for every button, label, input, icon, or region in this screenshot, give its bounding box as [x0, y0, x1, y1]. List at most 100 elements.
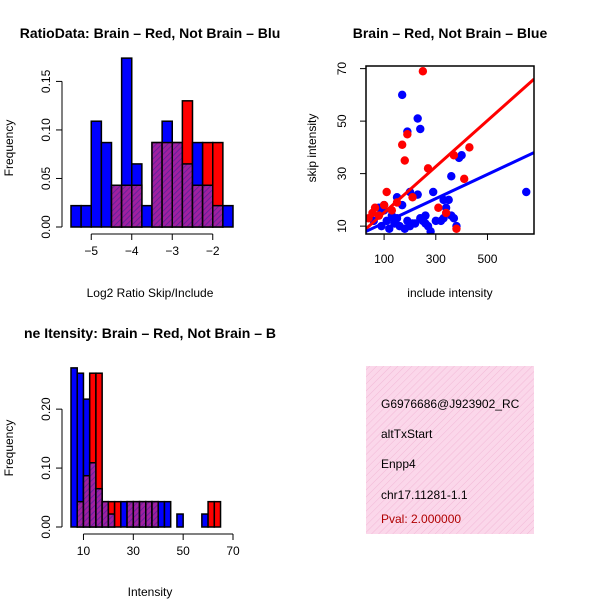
ratio-x-tick-label: −5 — [84, 244, 98, 258]
intensity-bar-overlap — [76, 500, 85, 528]
scatter-point-notbrain — [449, 214, 459, 223]
scatter-point-notbrain — [416, 124, 425, 134]
scatter-point-notbrain — [426, 227, 435, 234]
info-event-type: altTxStart — [381, 427, 433, 441]
intensity-title: ne Itensity: Brain – Red, Not Brain – B — [24, 325, 276, 341]
scatter-point-notbrain — [421, 219, 430, 228]
scatter-title: Brain – Red, Not Brain – Blue — [353, 25, 548, 41]
scatter-point-brain — [441, 208, 451, 218]
scatter-points — [366, 67, 534, 234]
intensity-bar-brain — [113, 500, 122, 528]
ratio-bar-overlap — [201, 184, 214, 228]
info-box-background — [366, 366, 534, 534]
intensity-bar-notbrain — [163, 500, 172, 528]
ratio-y-tick-label: 0.10 — [39, 118, 53, 142]
scatter-point-brain — [370, 203, 380, 212]
intensity-x-tick-label: 70 — [226, 544, 240, 558]
scatter-point-notbrain — [447, 172, 456, 181]
ratio-bar-overlap — [181, 163, 194, 228]
scatter-point-notbrain — [385, 224, 394, 233]
info-locus: chr17.11281-1.1 — [381, 488, 468, 502]
scatter-point-brain — [379, 200, 389, 210]
scatter-point-notbrain — [522, 187, 531, 197]
scatter-y-tick-label: 10 — [335, 219, 349, 233]
scatter-y-tick-label: 50 — [335, 114, 349, 128]
intensity-histogram: ne Itensity: Brain – Red, Not Brain – B … — [2, 325, 276, 599]
fit-line-notbrain — [366, 151, 534, 233]
intensity-bar-brain — [213, 500, 222, 528]
info-probe-id: G6976686@J923902_RC — [381, 397, 520, 411]
intensity-ylabel: Frequency — [2, 420, 16, 477]
intensity-axes: 10 30 50 70 0.00 0.10 0.20 — [39, 397, 240, 558]
intensity-y-tick-label: 0.10 — [39, 456, 53, 480]
ratio-xlabel: Log2 Ratio Skip/Include — [87, 286, 214, 300]
intensity-bar-notbrain — [176, 513, 184, 528]
ratio-axes: −5 −4 −3 −2 0.00 0.05 0.10 0.15 — [39, 69, 220, 258]
intensity-x-tick-label: 10 — [77, 544, 91, 558]
scatter-xlabel: include intensity — [407, 286, 492, 300]
ratio-x-tick-label: −2 — [206, 244, 220, 258]
scatter-plot-area: 100 300 500 10 30 50 70 — [335, 62, 535, 266]
scatter-point-brain — [408, 193, 417, 202]
scatter-y-tick-label: 70 — [335, 62, 349, 76]
info-pval: Pval: 2.000000 — [381, 512, 461, 526]
ratio-bar-overlap — [131, 184, 143, 228]
ratio-bar-overlap — [151, 141, 163, 228]
intensity-bar-brain — [207, 500, 216, 528]
info-gene-name: Enpp4 — [381, 457, 416, 471]
scatter-point-notbrain — [421, 211, 430, 220]
scatter-y-tick-label: 30 — [335, 167, 349, 181]
ratio-bar-overlap — [191, 184, 204, 228]
scatter-point-notbrain — [457, 151, 466, 160]
ratio-bar-notbrain — [80, 204, 92, 228]
scatter-point-brain — [460, 174, 469, 184]
scatter-point-notbrain — [397, 90, 407, 100]
ratio-bar-overlap — [171, 141, 184, 228]
ratio-x-tick-label: −3 — [165, 244, 179, 258]
intensity-bar-notbrain — [70, 367, 78, 528]
intensity-bars — [70, 367, 222, 528]
ratio-y-tick-label: 0.00 — [39, 215, 53, 239]
intensity-xlabel: Intensity — [128, 585, 173, 599]
intensity-bar-overlap — [88, 462, 97, 528]
intensity-scatter: Brain – Red, Not Brain – Blue 100 300 5001… — [305, 25, 547, 300]
ratio-y-tick-label: 0.05 — [39, 166, 53, 190]
ratio-bar-notbrain — [100, 141, 113, 228]
scatter-x-tick-label: 100 — [374, 252, 394, 266]
intensity-bar-notbrain — [201, 513, 209, 528]
ratio-bars — [70, 57, 234, 228]
intensity-bar-overlap — [101, 500, 110, 528]
info-clip-mask — [534, 366, 600, 534]
scatter-point-brain — [403, 130, 412, 139]
ratio-bar-overlap — [120, 184, 133, 228]
scatter-point-notbrain — [410, 219, 420, 228]
intensity-bar-overlap — [126, 500, 135, 528]
intensity-bar-overlap — [132, 500, 141, 528]
ratio-x-tick-label: −4 — [125, 244, 139, 258]
info-box: G6976686@J923902_RC altTxStart Enpp4 chr… — [366, 366, 534, 534]
scatter-point-notbrain — [413, 114, 422, 123]
ratio-bar-overlap — [161, 141, 173, 228]
intensity-bar-notbrain — [157, 500, 166, 528]
intensity-bar-notbrain — [120, 500, 128, 528]
ratio-bar-overlap — [212, 204, 224, 228]
scatter-point-brain — [382, 187, 391, 197]
ratio-bar-notbrain — [90, 120, 103, 228]
ratio-histogram: RatioData: Brain – Red, Not Brain – Blu … — [2, 25, 280, 300]
scatter-point-brain — [418, 67, 428, 76]
scatter-point-notbrain — [439, 195, 448, 205]
scatter-point-brain — [434, 203, 443, 212]
scatter-point-brain — [465, 143, 474, 152]
intensity-bar-overlap — [95, 487, 103, 528]
intensity-bar-overlap — [107, 513, 116, 528]
intensity-bar-overlap — [138, 500, 147, 528]
ratio-bar-notbrain — [70, 204, 82, 228]
ratio-title: RatioData: Brain – Red, Not Brain – Blu — [20, 25, 281, 41]
ratio-ylabel: Frequency — [2, 120, 16, 177]
scatter-point-brain — [400, 156, 409, 165]
scatter-ylabel: skip intensity — [305, 114, 319, 183]
intensity-bar-overlap — [151, 500, 159, 528]
ratio-y-tick-label: 0.15 — [39, 69, 53, 93]
intensity-x-tick-label: 30 — [127, 544, 141, 558]
